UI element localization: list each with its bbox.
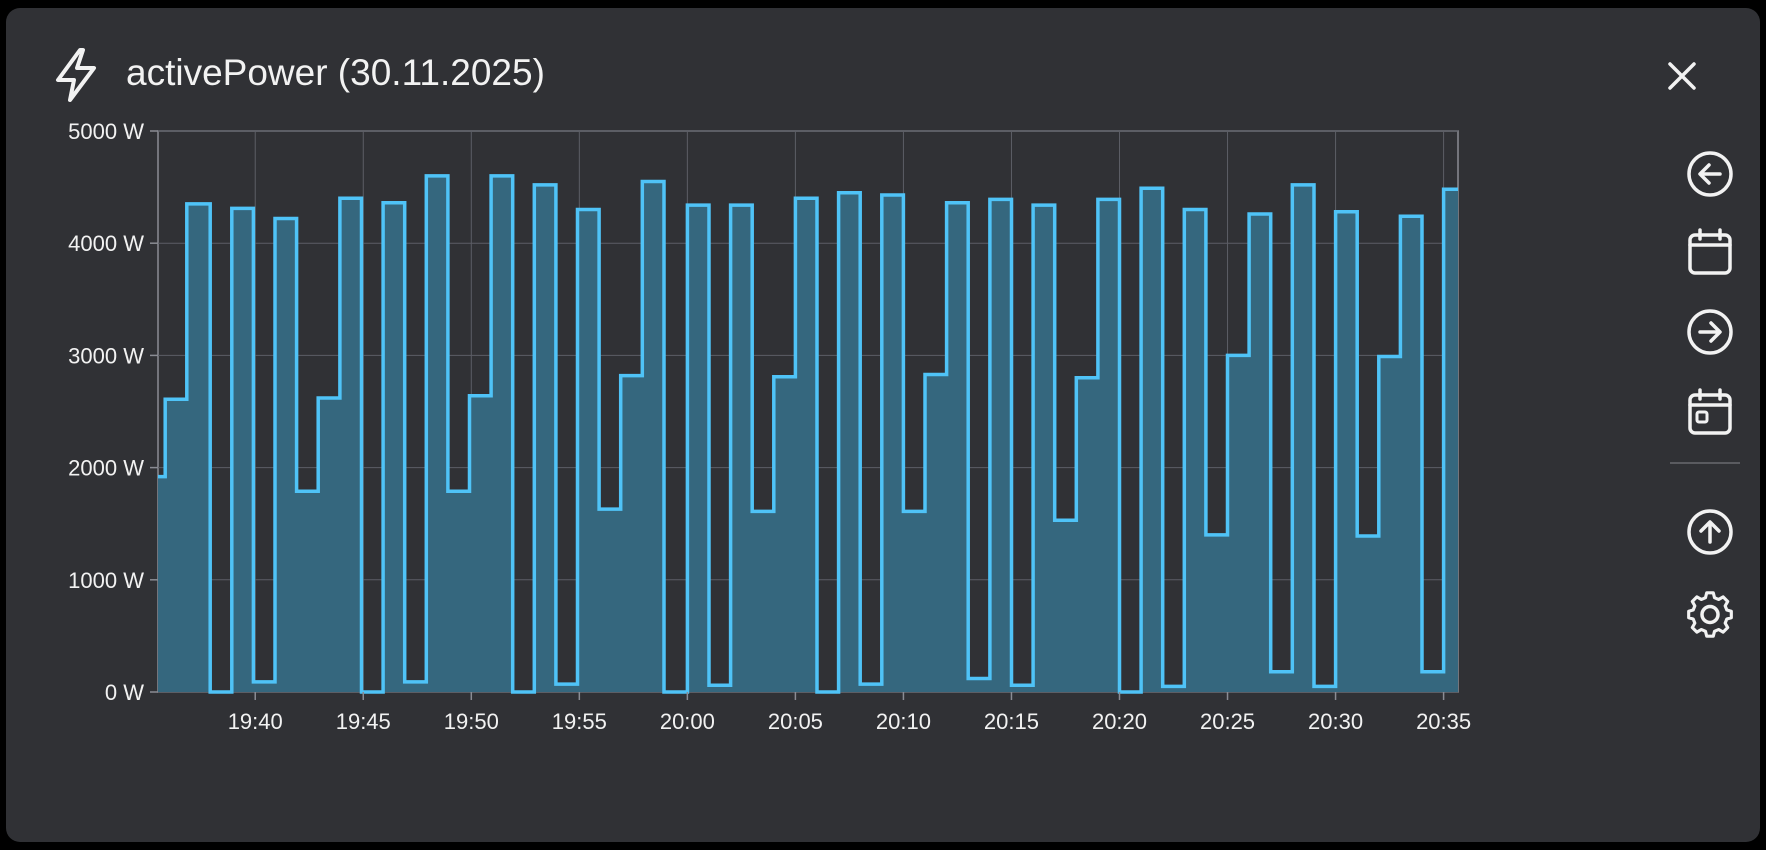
series-area	[158, 175, 1458, 692]
x-tick-label: 20:10	[876, 709, 931, 734]
y-tick-label: 3000 W	[68, 343, 144, 368]
x-tick-label: 20:20	[1092, 709, 1147, 734]
y-tick-label: 4000 W	[68, 231, 144, 256]
x-tick-label: 19:50	[444, 709, 499, 734]
close-icon[interactable]	[1658, 52, 1706, 100]
page-title: activePower (30.11.2025)	[126, 52, 545, 93]
x-axis: 19:40 19:45 19:50 19:55 20:00 20:05 20:10 20:15…	[228, 692, 1471, 734]
x-tick-label: 20:35	[1416, 709, 1471, 734]
y-tick-label: 2000 W	[68, 456, 144, 481]
calendar-icon[interactable]	[1680, 222, 1740, 282]
y-axis: 0 W 1000 W 2000 W 3000 W 4000 W 5000 W	[68, 119, 158, 705]
gear-icon[interactable]	[1680, 580, 1740, 640]
x-tick-label: 20:25	[1200, 709, 1255, 734]
x-tick-label: 20:15	[984, 709, 1039, 734]
arrow-left-circle-icon[interactable]	[1680, 144, 1740, 204]
x-tick-label: 20:30	[1308, 709, 1363, 734]
y-tick-label: 1000 W	[68, 568, 144, 593]
arrow-up-circle-icon[interactable]	[1680, 502, 1740, 562]
x-tick-label: 20:00	[660, 709, 715, 734]
series-line	[158, 174, 1458, 694]
x-tick-label: 20:05	[768, 709, 823, 734]
toolbar-divider	[1670, 462, 1740, 464]
arrow-right-circle-icon[interactable]	[1680, 302, 1740, 362]
x-tick-label: 19:45	[336, 709, 391, 734]
calendar-today-icon[interactable]	[1680, 382, 1740, 442]
chart-card: activePower (30.11.2025) 0 W 1000 W 2000 W…	[6, 8, 1760, 842]
x-tick-label: 19:55	[552, 709, 607, 734]
y-tick-label: 0 W	[105, 680, 144, 705]
x-tick-label: 19:40	[228, 709, 283, 734]
lightning-icon	[56, 48, 96, 102]
y-tick-label: 5000 W	[68, 119, 144, 144]
